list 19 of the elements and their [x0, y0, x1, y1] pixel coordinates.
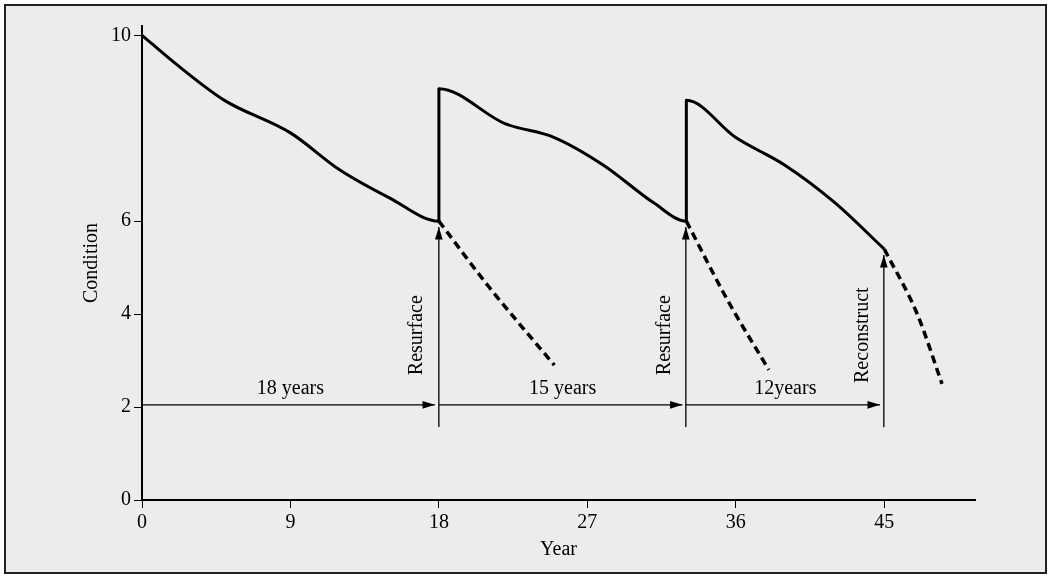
y-tick-label: 6 — [121, 208, 131, 231]
y-tick-label: 2 — [121, 394, 131, 417]
annotation: 15 years — [529, 376, 597, 400]
x-tick-label: 18 — [428, 510, 449, 533]
x-axis-title: Year — [540, 537, 578, 560]
x-tick-label: 9 — [285, 510, 296, 533]
x-tick-label: 45 — [874, 510, 895, 533]
x-tick-label: 36 — [725, 510, 746, 533]
annotation: 18 years — [256, 376, 325, 400]
ref-line-label: Reconstruct — [849, 286, 872, 383]
y-tick-label: 0 — [121, 487, 131, 510]
ref-line-label: Resurface — [651, 295, 674, 376]
y-tick-label: 10 — [111, 22, 131, 45]
y-tick-label: 4 — [121, 301, 131, 324]
y-axis-title: Condition — [79, 222, 102, 304]
annotation: 12years — [754, 376, 817, 400]
x-tick-label: 27 — [577, 510, 598, 533]
ref-line-label: Resurface — [404, 295, 427, 376]
x-tick-label: 0 — [137, 510, 147, 533]
